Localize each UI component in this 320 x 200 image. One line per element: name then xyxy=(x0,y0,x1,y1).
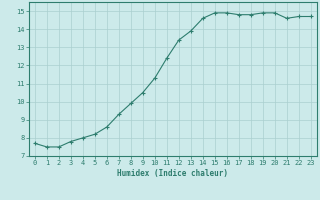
X-axis label: Humidex (Indice chaleur): Humidex (Indice chaleur) xyxy=(117,169,228,178)
